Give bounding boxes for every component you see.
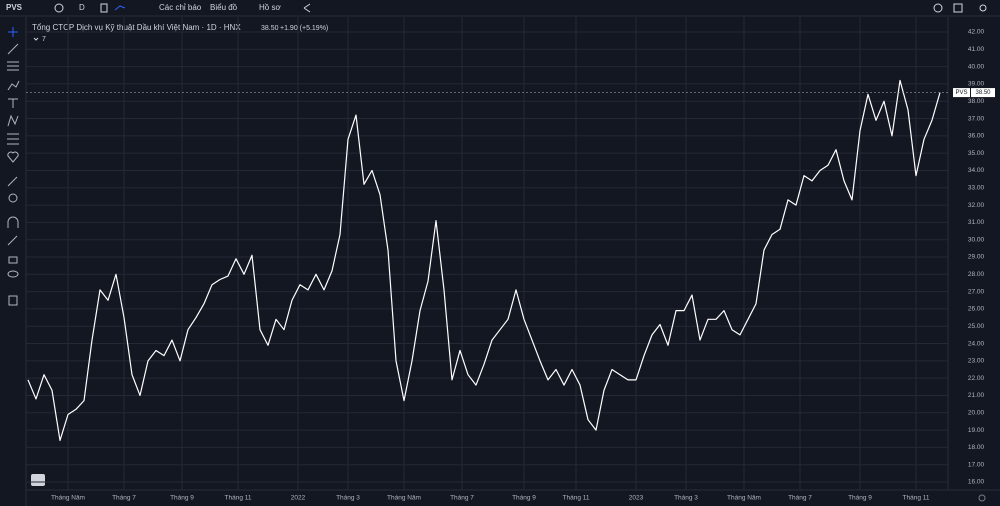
y-tick-label: 30.00 bbox=[968, 236, 985, 243]
x-tick-label: Tháng 3 bbox=[336, 495, 360, 502]
x-tick-label: Tháng 11 bbox=[225, 495, 252, 502]
x-tick-label: Tháng Năm bbox=[51, 495, 85, 502]
y-tick-label: 32.00 bbox=[968, 202, 985, 209]
price-tag-value: 38.50 bbox=[975, 90, 991, 96]
y-tick-label: 39.00 bbox=[968, 81, 985, 88]
crosshair-tool[interactable] bbox=[8, 27, 18, 37]
x-tick-label: Tháng Năm bbox=[387, 495, 421, 502]
profile-button[interactable]: Hồ sơ bbox=[259, 3, 281, 12]
y-tick-label: 26.00 bbox=[968, 306, 985, 313]
y-tick-label: 22.00 bbox=[968, 375, 985, 382]
x-tick-label: Tháng 9 bbox=[170, 495, 194, 502]
y-tick-label: 41.00 bbox=[968, 46, 985, 53]
settings-button[interactable] bbox=[933, 3, 943, 13]
y-tick-label: 37.00 bbox=[968, 115, 985, 122]
y-tick-label: 24.00 bbox=[968, 340, 985, 347]
interval-button[interactable]: D bbox=[79, 3, 85, 12]
price-tag-name-box bbox=[953, 88, 970, 98]
x-tick-label: Tháng 7 bbox=[450, 495, 474, 502]
collapse-icon[interactable] bbox=[33, 37, 39, 41]
x-tick-label: Tháng 9 bbox=[512, 495, 536, 502]
x-tick-label: Tháng 7 bbox=[788, 495, 812, 502]
x-tick-label: Tháng 11 bbox=[563, 495, 590, 502]
y-tick-label: 17.00 bbox=[968, 461, 985, 468]
y-tick-label: 27.00 bbox=[968, 288, 985, 295]
trend-line-tool[interactable] bbox=[7, 43, 19, 55]
x-tick-label: 2023 bbox=[629, 495, 644, 502]
compare-button[interactable] bbox=[114, 5, 126, 11]
stay-drawing-tool[interactable] bbox=[7, 235, 18, 246]
x-tick-label: Tháng Năm bbox=[727, 495, 761, 502]
forecast-tool[interactable] bbox=[7, 114, 19, 127]
plot: 16.00 17.00 18.00 19.00 20.00 21.00 22.00 23.00… bbox=[26, 17, 995, 502]
lock-tool[interactable] bbox=[8, 256, 18, 264]
add-symbol-button[interactable] bbox=[54, 3, 64, 13]
indicators-button[interactable]: Các chỉ báo bbox=[159, 3, 202, 12]
x-tick-label: Tháng 11 bbox=[903, 495, 930, 502]
undo-button[interactable] bbox=[303, 3, 311, 13]
chart-menu-button[interactable]: Biểu đồ bbox=[210, 3, 238, 12]
y-tick-label: 21.00 bbox=[968, 392, 985, 399]
y-tick-label: 28.00 bbox=[968, 271, 985, 278]
y-tick-label: 35.00 bbox=[968, 150, 985, 157]
chart-style-button[interactable] bbox=[100, 3, 108, 13]
hide-tool[interactable] bbox=[7, 270, 19, 278]
text-tool[interactable] bbox=[8, 98, 18, 108]
y-tick-label: 23.00 bbox=[968, 358, 985, 365]
shapes-tool[interactable] bbox=[7, 133, 19, 145]
share-button[interactable] bbox=[979, 4, 987, 12]
delete-tool[interactable] bbox=[8, 295, 18, 306]
y-tick-label: 20.00 bbox=[968, 409, 985, 416]
tv-logo bbox=[31, 474, 45, 486]
y-tick-label: 16.00 bbox=[968, 479, 985, 486]
measure-tool[interactable] bbox=[7, 176, 18, 187]
price-line bbox=[27, 79, 941, 442]
drawing-tools bbox=[7, 27, 20, 306]
x-tick-label: Tháng 3 bbox=[674, 495, 698, 502]
x-tick-label: 2022 bbox=[291, 495, 306, 502]
y-tick-label: 29.00 bbox=[968, 254, 985, 261]
y-tick-label: 40.00 bbox=[968, 63, 985, 70]
legend-last: 38.50 bbox=[261, 25, 279, 32]
legend-title: Tổng CTCP Dịch vụ Kỹ thuật Dầu khí Việt … bbox=[32, 23, 241, 32]
magnet-tool[interactable] bbox=[7, 216, 19, 228]
y-tick-label: 31.00 bbox=[968, 219, 985, 226]
price-tag-box bbox=[971, 88, 995, 98]
y-tick-label: 25.00 bbox=[968, 323, 985, 330]
price-tag-name: PVS bbox=[955, 90, 967, 96]
legend-change: +1.90 (+5.19%) bbox=[280, 25, 328, 32]
symbol-button[interactable]: PVS bbox=[6, 3, 23, 12]
auto-scale-button[interactable] bbox=[978, 494, 986, 502]
y-tick-label: 33.00 bbox=[968, 184, 985, 191]
y-tick-label: 38.00 bbox=[968, 98, 985, 105]
y-tick-label: 18.00 bbox=[968, 444, 985, 451]
y-tick-label: 19.00 bbox=[968, 427, 985, 434]
top-toolbar bbox=[0, 0, 1000, 16]
x-tick-label: Tháng 9 bbox=[848, 495, 872, 502]
y-tick-label: 42.00 bbox=[968, 29, 985, 36]
fib-tool[interactable] bbox=[7, 61, 19, 71]
pattern-tool[interactable] bbox=[7, 80, 20, 91]
x-tick-label: Tháng 7 bbox=[112, 495, 136, 502]
fullscreen-button[interactable] bbox=[953, 3, 963, 13]
legend-collapse-count[interactable]: 7 bbox=[42, 36, 46, 43]
y-tick-label: 34.00 bbox=[968, 167, 985, 174]
favorites-tool[interactable] bbox=[7, 151, 19, 163]
zoom-tool[interactable] bbox=[8, 193, 18, 203]
y-tick-label: 36.00 bbox=[968, 133, 985, 140]
